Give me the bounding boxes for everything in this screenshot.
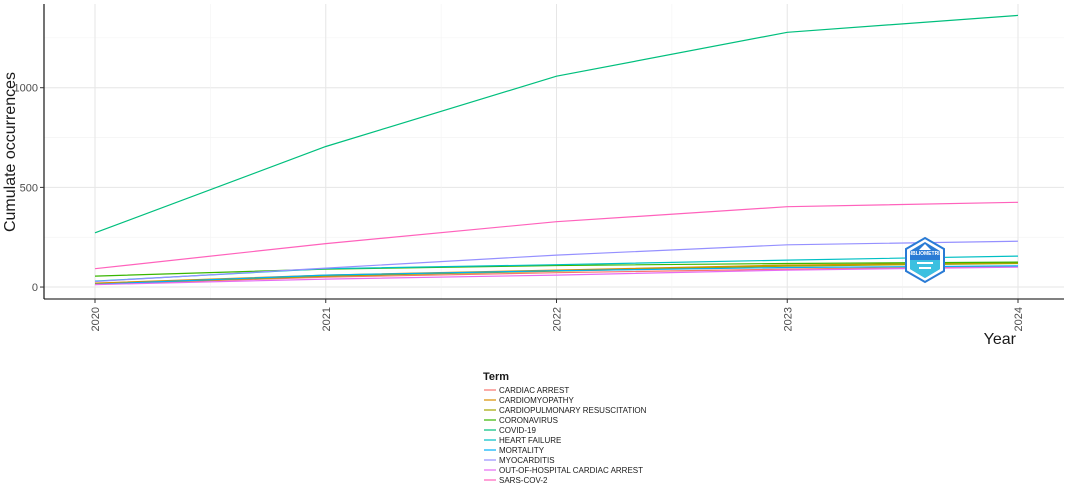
legend-label: SARS-COV-2 — [499, 476, 548, 485]
grid — [44, 4, 1064, 299]
logo-bar-1 — [917, 262, 933, 264]
series-line-covid-19 — [94, 14, 1019, 234]
legend-label: OUT-OF-HOSPITAL CARDIAC ARREST — [499, 466, 643, 475]
series-lines — [94, 14, 1019, 286]
legend-label: MYOCARDITIS — [499, 456, 555, 465]
series-line-out-of-hospital-cardiac-arrest — [94, 266, 1019, 286]
x-tick-label: 2022 — [552, 307, 564, 331]
series-line-sars-cov-2 — [94, 201, 1019, 270]
logo-bar-2 — [919, 267, 931, 269]
logo-text: BIBLIOMETRIX — [907, 251, 943, 257]
x-axis-title: Year — [984, 331, 1017, 348]
x-tick-label: 2021 — [321, 307, 333, 331]
axes — [43, 4, 1064, 300]
series-line-cardiac-arrest — [94, 265, 1019, 285]
x-tick-label: 2020 — [90, 307, 102, 331]
legend-label: CARDIOPULMONARY RESUSCITATION — [499, 406, 647, 415]
series-line-myocarditis — [94, 240, 1019, 283]
legend-label: CARDIAC ARREST — [499, 386, 569, 395]
series-line-mortality — [94, 265, 1019, 285]
legend: Term CARDIAC ARRESTCARDIOMYOPATHYCARDIOP… — [483, 371, 647, 485]
legend-label: COVID-19 — [499, 426, 536, 435]
x-tick-label: 2024 — [1013, 307, 1025, 331]
y-tick-label: 1000 — [14, 83, 38, 95]
legend-title: Term — [483, 371, 509, 383]
series-line-coronavirus — [94, 261, 1019, 277]
legend-items: CARDIAC ARRESTCARDIOMYOPATHYCARDIOPULMON… — [484, 386, 647, 485]
y-tick-label: 500 — [20, 182, 38, 194]
bibliometrix-logo: BIBLIOMETRIX — [905, 236, 945, 284]
y-ticks: 0 500 1000 — [14, 83, 44, 294]
y-tick-label: 0 — [32, 282, 38, 294]
legend-label: HEART FAILURE — [499, 436, 561, 445]
legend-label: MORTALITY — [499, 446, 545, 455]
logo-arrow-icon — [919, 244, 931, 250]
x-ticks: 2020 2021 2022 2023 2024 — [90, 299, 1025, 331]
x-tick-label: 2023 — [782, 307, 794, 331]
legend-label: CARDIOMYOPATHY — [499, 396, 574, 405]
y-axis-title: Cumulate occurrences — [2, 72, 19, 232]
legend-label: CORONAVIRUS — [499, 416, 558, 425]
